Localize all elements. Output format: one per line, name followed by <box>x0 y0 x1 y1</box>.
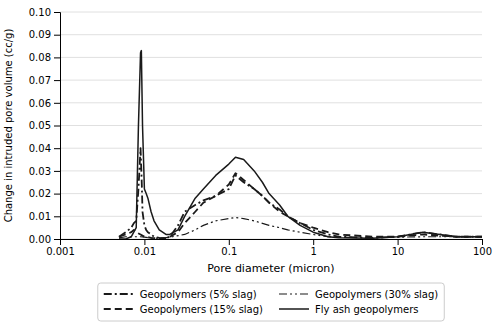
chart: 0.0010.010.11101000.000.010.020.030.040.… <box>0 0 500 327</box>
axis-line <box>54 13 61 240</box>
tick-label: 0.00 <box>29 234 51 245</box>
lines <box>119 51 482 239</box>
tick-mark <box>54 57 60 58</box>
grid-line <box>60 125 482 126</box>
tick: 0.03 <box>29 166 60 177</box>
tick-label: 0.05 <box>29 120 51 131</box>
tick: 0.00 <box>29 234 60 245</box>
tick: 0.05 <box>29 120 60 131</box>
grid-line <box>60 57 482 58</box>
grid-line <box>60 148 482 149</box>
tick-mark <box>229 239 230 245</box>
legend-frame <box>98 283 445 321</box>
series-line <box>119 217 482 238</box>
legend-swatch <box>104 293 134 295</box>
tick: 0.01 <box>134 239 156 257</box>
tick-mark <box>54 103 60 104</box>
tick-label: 0.06 <box>29 98 51 109</box>
tick-mark <box>54 194 60 195</box>
legend-item: Geopolymers (15% slag) <box>104 304 263 315</box>
axis-line <box>61 240 483 246</box>
y-axis: 0.00 0.01 0.02 0.03 0.04 0.05 0.06 0.07 0.08 0.09… <box>29 7 61 245</box>
tick-mark <box>54 12 60 13</box>
tick-mark <box>54 216 60 217</box>
legend-label: Geopolymers (5% slag) <box>140 289 257 300</box>
legend-swatch <box>279 308 309 310</box>
tick: 0.06 <box>29 98 60 109</box>
tick-mark <box>54 80 60 81</box>
tick-label: 1 <box>311 246 317 257</box>
legend-label: Geopolymers (30% slag) <box>315 289 438 300</box>
tick: 0.1 <box>221 239 237 257</box>
legend-label: Fly ash geopolymers <box>315 304 418 315</box>
legend-item: Fly ash geopolymers <box>279 304 418 315</box>
grid-line <box>60 216 482 217</box>
legend-swatch <box>279 293 309 294</box>
legend-item: Geopolymers (5% slag) <box>104 289 257 300</box>
grid-line <box>60 34 482 35</box>
grid-line <box>60 102 482 103</box>
tick-mark <box>482 239 483 245</box>
tick: 0.09 <box>29 29 60 40</box>
grid-line <box>60 193 482 194</box>
legend-swatch <box>104 308 134 310</box>
legend-item: Geopolymers (30% slag) <box>279 289 438 300</box>
grid <box>60 12 482 239</box>
grid-line <box>60 170 482 171</box>
tick: 0.04 <box>29 143 60 154</box>
tick-label: 0.001 <box>46 246 75 257</box>
tick: 0.01 <box>29 211 60 222</box>
tick: 0.07 <box>29 75 60 86</box>
tick-label: 0.03 <box>29 166 51 177</box>
tick-label: 0.1 <box>221 246 237 257</box>
tick-label: 10 <box>392 246 405 257</box>
series-line <box>119 173 482 238</box>
tick: 0.10 <box>29 7 60 18</box>
tick: 0.02 <box>29 188 60 199</box>
tick-mark <box>398 239 399 245</box>
tick: 10 <box>392 239 405 257</box>
tick-mark <box>54 35 60 36</box>
tick-label: 0.04 <box>29 143 51 154</box>
tick-label: 0.10 <box>29 7 51 18</box>
legend: Geopolymers (5% slag) Geopolymers (15% sl… <box>98 283 445 321</box>
x-axis-title: Pore diameter (micron) <box>207 262 334 275</box>
y-axis-title: Change in intruded pore volume (cc/g) <box>3 29 14 223</box>
x-axis: 0.001 0.01 0.1 1 10 100 <box>46 239 492 257</box>
tick-label: 0.01 <box>29 211 51 222</box>
series-line <box>119 51 482 239</box>
tick-mark <box>54 171 60 172</box>
tick-mark <box>313 239 314 245</box>
tick-label: 0.02 <box>29 188 51 199</box>
grid-line <box>60 12 482 13</box>
tick: 100 <box>473 239 492 257</box>
plot: 0.0010.010.11101000.000.010.020.030.040.… <box>3 7 492 275</box>
tick: 0.08 <box>29 52 60 63</box>
tick-label: 0.07 <box>29 75 51 86</box>
tick-label: 0.08 <box>29 52 51 63</box>
tick-mark <box>54 148 60 149</box>
tick-label: 0.09 <box>29 29 51 40</box>
grid-line <box>60 80 482 81</box>
tick-label: 0.01 <box>134 246 156 257</box>
legend-label: Geopolymers (15% slag) <box>140 304 263 315</box>
tick: 1 <box>311 239 317 257</box>
tick-mark <box>144 239 145 245</box>
tick-mark <box>54 239 60 240</box>
tick-label: 100 <box>473 246 492 257</box>
tick-mark <box>54 126 60 127</box>
